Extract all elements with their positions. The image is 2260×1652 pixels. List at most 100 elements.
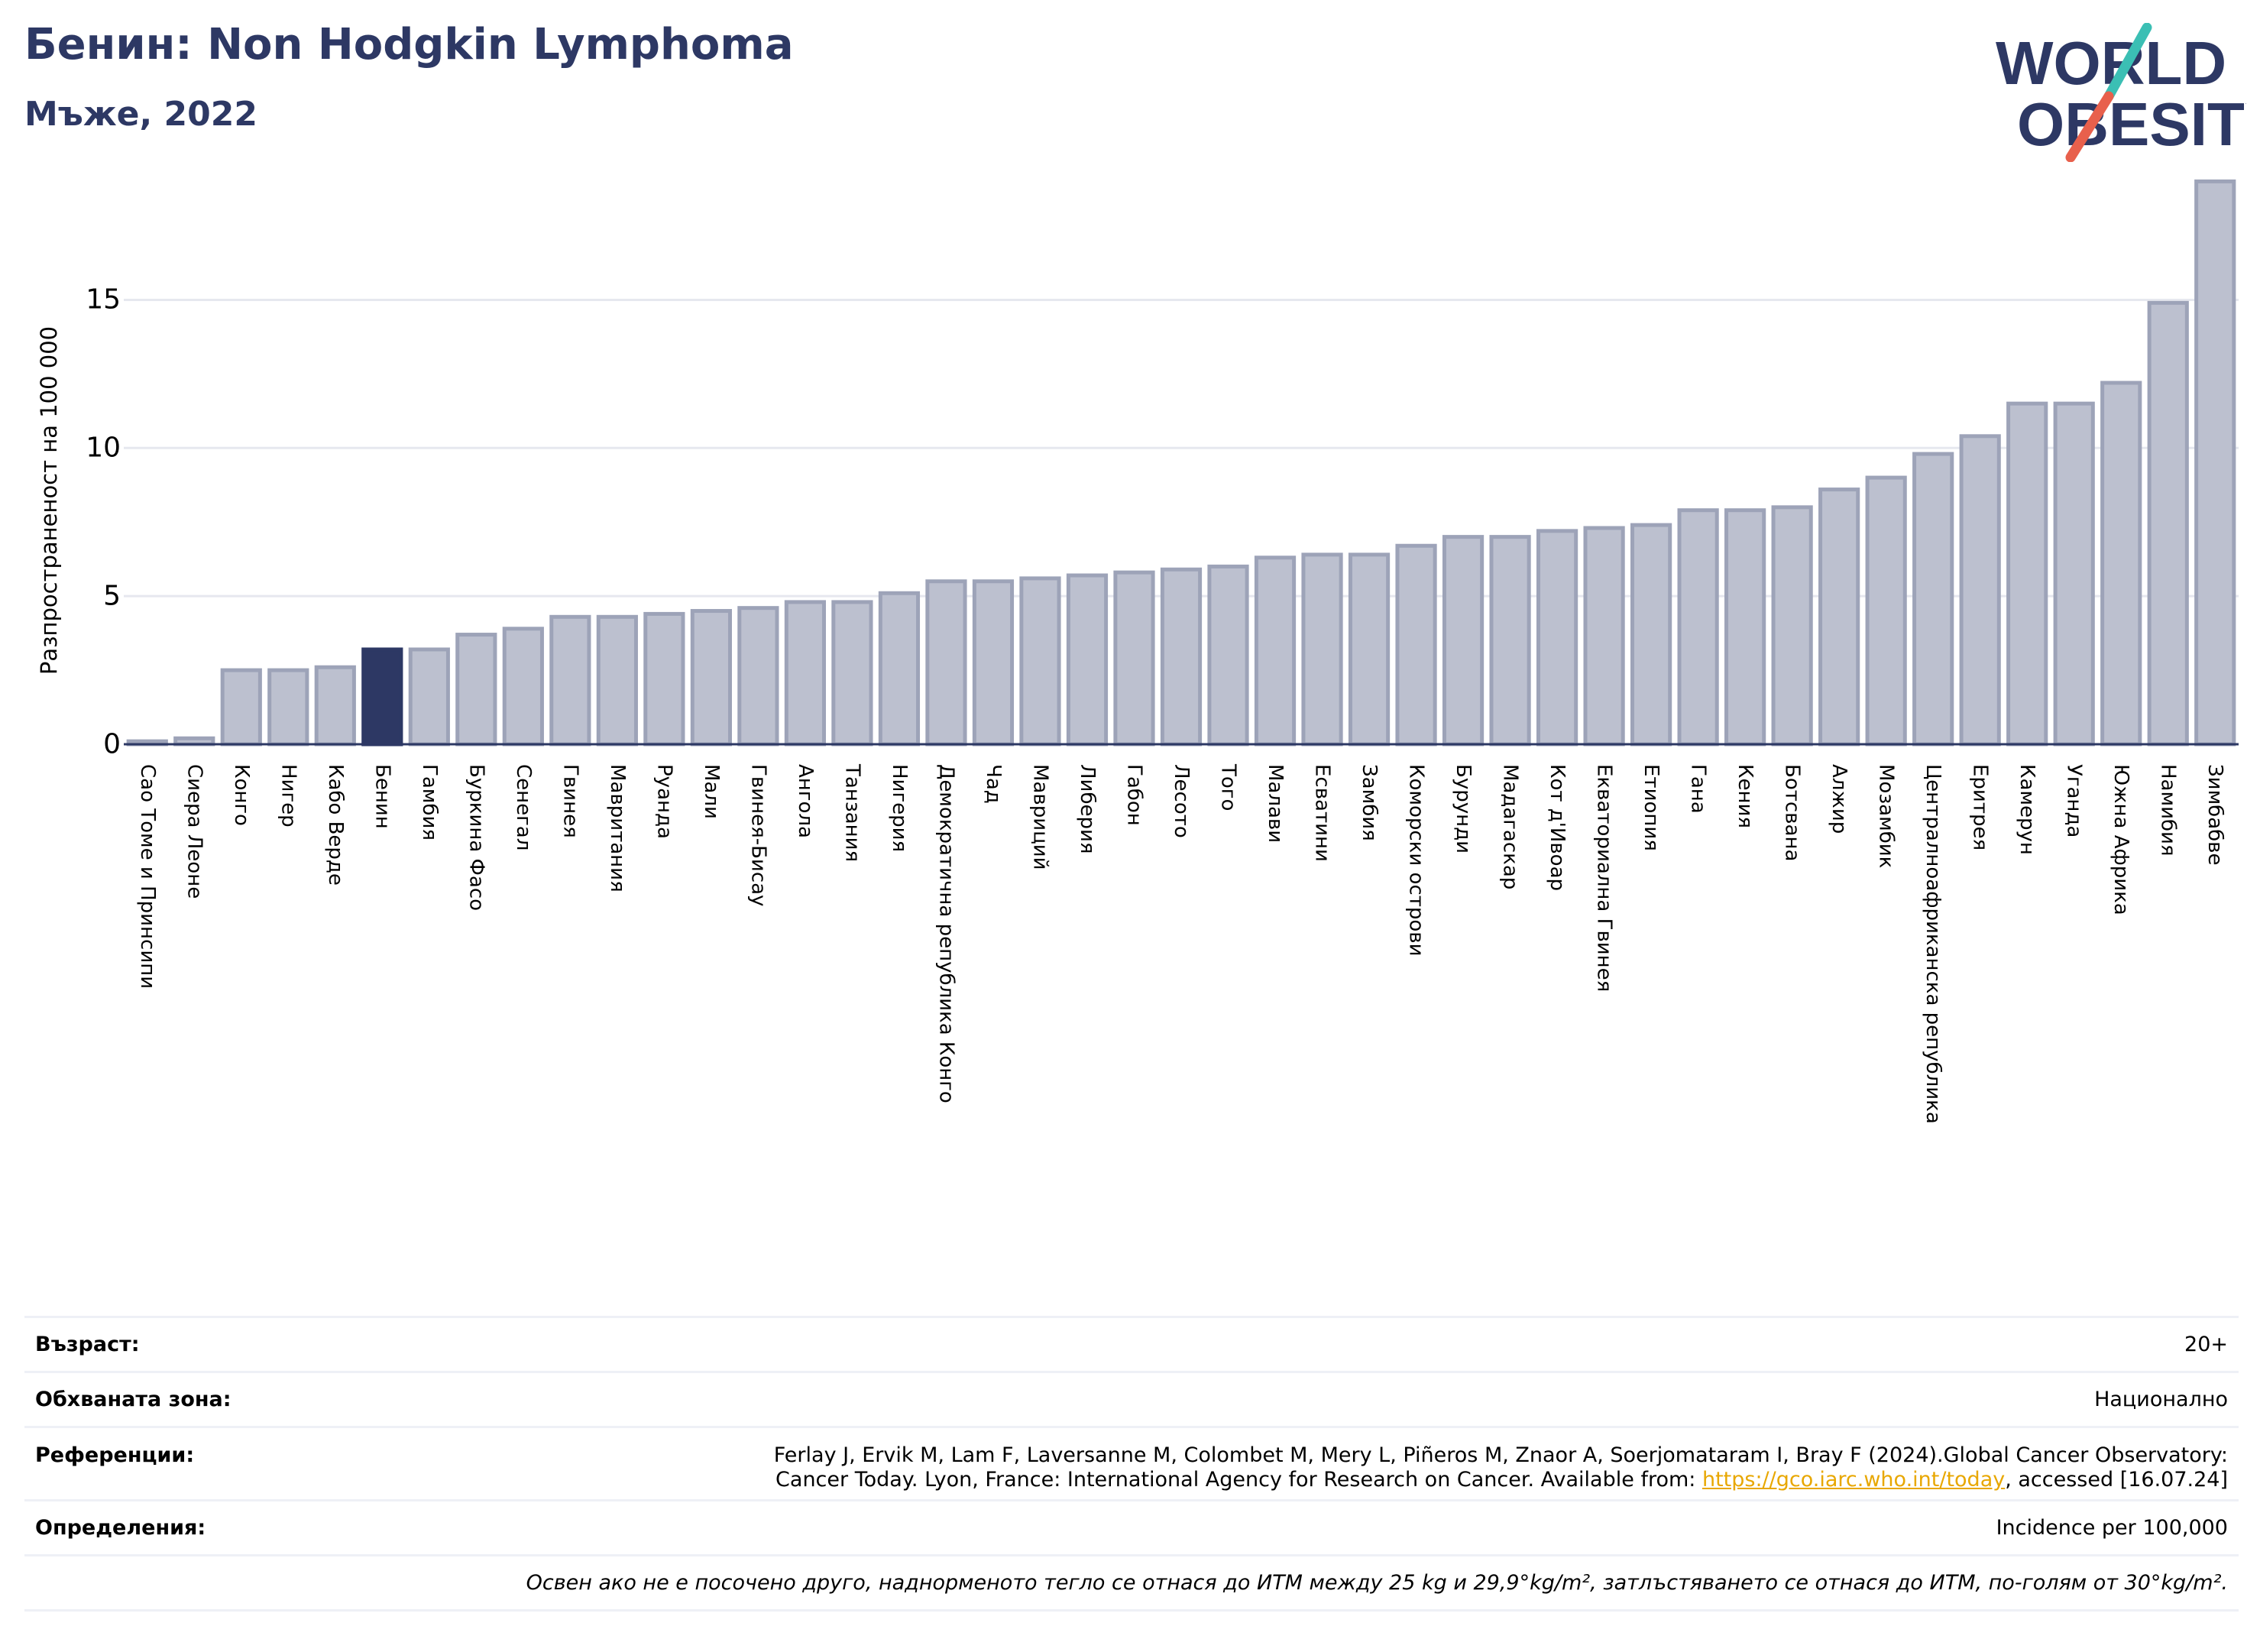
x-tick-label-text: Танзания — [840, 764, 864, 863]
y-tick-label: 5 — [103, 580, 121, 612]
bar — [1536, 529, 1578, 747]
x-tick-label-text: Етиопия — [1640, 764, 1663, 851]
logo-word-obesity: OBESITY — [2017, 90, 2246, 158]
defs-label: Определения: — [35, 1516, 206, 1540]
refs-line-2-text: Cancer Today. Lyon, France: Internationa… — [775, 1468, 1702, 1492]
refs-link[interactable]: https://gco.iarc.who.int/today — [1701, 1468, 2006, 1492]
x-tick-label-text: Мозамбик — [1874, 764, 1898, 869]
x-tick-label-text: Камерун — [2016, 764, 2039, 855]
bars — [126, 179, 2236, 747]
y-axis-label-text: Разпространеност на 100 000 — [36, 326, 62, 675]
bar — [925, 579, 967, 747]
x-tick-label-text: Кабо Верде — [323, 764, 347, 886]
info-row-age: Възраст: 20+ — [24, 1316, 2239, 1371]
x-tick-label-text: Централноафриканска република — [1922, 764, 1945, 1124]
bar — [1348, 552, 1391, 747]
x-tick-label-text: Либерия — [1075, 764, 1099, 854]
bar — [455, 633, 497, 747]
y-tick-label: 0 — [103, 728, 121, 760]
bar — [1583, 526, 1625, 747]
logo-slash-bottom — [2065, 91, 2114, 162]
info-row-note: Освен ако не е посочено друго, наднормен… — [24, 1554, 2239, 1612]
bar — [2053, 401, 2095, 747]
refs-line-2: Cancer Today. Lyon, France: Internationa… — [774, 1468, 2228, 1492]
x-tick-label-text: Бурунди — [1452, 764, 1475, 854]
x-tick-label-text: Ботсвана — [1780, 764, 1804, 862]
x-tick-label-text: Намибия — [2156, 764, 2180, 857]
refs-value: Ferlay J, Ervik M, Lam F, Laversanne M, … — [774, 1443, 2228, 1492]
x-tick-label-text: Южна Африка — [2109, 764, 2133, 915]
x-tick-label-text: Мавриций — [1028, 764, 1052, 870]
bar — [549, 614, 591, 747]
bar — [1442, 535, 1485, 747]
bar — [643, 611, 685, 747]
y-tick-label: 10 — [86, 432, 121, 464]
x-tick-label-text: Коморски острови — [1404, 764, 1428, 957]
bar — [1818, 488, 1860, 747]
bar — [2147, 300, 2189, 747]
area-label: Обхваната зона: — [35, 1388, 232, 1411]
bar — [1160, 567, 1203, 747]
refs-label: Референции: — [35, 1443, 195, 1467]
x-tick-label-text: Уганда — [2062, 764, 2086, 838]
y-tick-label: 15 — [86, 283, 121, 316]
bar — [831, 600, 873, 747]
bar — [1301, 552, 1343, 747]
x-tick-label-text: Гвинея — [559, 764, 582, 838]
bar — [1066, 573, 1109, 747]
x-tick-label-text: Нигер — [277, 764, 300, 828]
bar — [784, 600, 827, 747]
x-tick-label-text: Чад — [981, 764, 1005, 804]
bar — [267, 668, 309, 747]
x-tick-label-text: Того — [1216, 764, 1240, 811]
x-tick-label-text: Малави — [1264, 764, 1287, 844]
x-tick-label-text: Конго — [229, 764, 253, 826]
note-text: Освен ако не е посочено друго, наднормен… — [526, 1571, 2228, 1595]
x-tick-label-text: Мадагаскар — [1498, 764, 1522, 890]
info-table: Възраст: 20+ Обхваната зона: Национално … — [24, 1316, 2239, 1612]
bar — [690, 609, 732, 747]
bar — [878, 591, 921, 747]
chart-subtitle: Мъже, 2022 — [24, 95, 257, 134]
info-row-area: Обхваната зона: Национално — [24, 1371, 2239, 1426]
bar — [596, 614, 638, 747]
bar — [737, 606, 779, 747]
bar — [1677, 508, 1719, 747]
x-tick-label-text: Руанда — [652, 764, 676, 839]
x-tick-label-text: Есватини — [1310, 764, 1334, 862]
bar-highlighted — [361, 647, 403, 747]
x-tick-label-text: Ангола — [793, 764, 817, 838]
x-tick-label-text: Мали — [699, 764, 723, 819]
refs-line-2-tail: , accessed [16.07.24] — [2005, 1468, 2228, 1492]
x-tick-label-text: Сиера Леоне — [183, 764, 206, 899]
bar — [502, 627, 544, 747]
bar — [1254, 556, 1297, 747]
age-value: 20+ — [2184, 1333, 2228, 1356]
x-tick-label-text: Алжир — [1828, 764, 1851, 834]
bar — [1489, 535, 1531, 747]
bar — [972, 579, 1015, 747]
age-label: Възраст: — [35, 1333, 140, 1356]
x-tick-label-text: Гана — [1686, 764, 1710, 814]
bar — [2100, 381, 2142, 747]
world-obesity-logo: WORLD OBESITY — [1996, 23, 2246, 162]
bar — [1207, 564, 1249, 747]
x-tick-label-text: Гамбия — [417, 764, 441, 841]
x-tick-label-text: Еритрея — [1968, 764, 1992, 851]
area-value: Национално — [2094, 1388, 2228, 1411]
x-tick-label-text: Габон — [1122, 764, 1146, 826]
x-tick-label-text: Лесото — [1170, 764, 1193, 838]
x-tick-label-text: Бенин — [371, 764, 394, 829]
bar-chart — [124, 179, 2239, 747]
x-tick-label-text: Демократична република Конго — [934, 764, 958, 1103]
bar — [2194, 179, 2236, 747]
x-tick-label-text: Сао Томе и Принсипи — [135, 764, 159, 990]
refs-line-1: Ferlay J, Ervik M, Lam F, Laversanne M, … — [773, 1443, 2228, 1467]
x-tick-label-text: Замбия — [1358, 764, 1381, 841]
bar — [1395, 543, 1437, 747]
bar — [1865, 475, 1907, 747]
bar — [220, 668, 262, 747]
bar — [1724, 508, 1766, 747]
info-row-refs: Референции: Ferlay J, Ervik M, Lam F, La… — [24, 1426, 2239, 1499]
bar — [1019, 576, 1061, 747]
